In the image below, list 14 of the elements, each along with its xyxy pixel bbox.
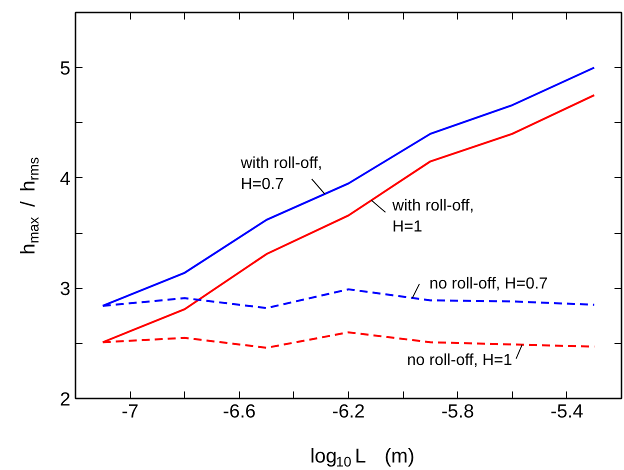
y-axis-title: hmax / hrms bbox=[18, 157, 42, 255]
y-tick-label: 5 bbox=[60, 58, 71, 80]
y-tick-label: 2 bbox=[60, 390, 71, 410]
x-tick-label: -6.2 bbox=[332, 402, 365, 422]
x-tick-label: -5.4 bbox=[550, 402, 584, 422]
y-tick-label: 3 bbox=[60, 279, 71, 300]
y-tick-label: 4 bbox=[60, 168, 71, 190]
x-tick-label: -6.6 bbox=[222, 402, 256, 422]
series-label: no roll-off, H=1 bbox=[407, 352, 512, 370]
series-label: with roll-off, H=0.7 bbox=[240, 154, 322, 194]
series-label: with roll-off, H=1 bbox=[391, 197, 474, 236]
series-label: no roll-off, H=0.7 bbox=[429, 275, 548, 292]
x-tick-label: -5.8 bbox=[441, 402, 474, 422]
x-tick-label: -7 bbox=[122, 402, 139, 422]
